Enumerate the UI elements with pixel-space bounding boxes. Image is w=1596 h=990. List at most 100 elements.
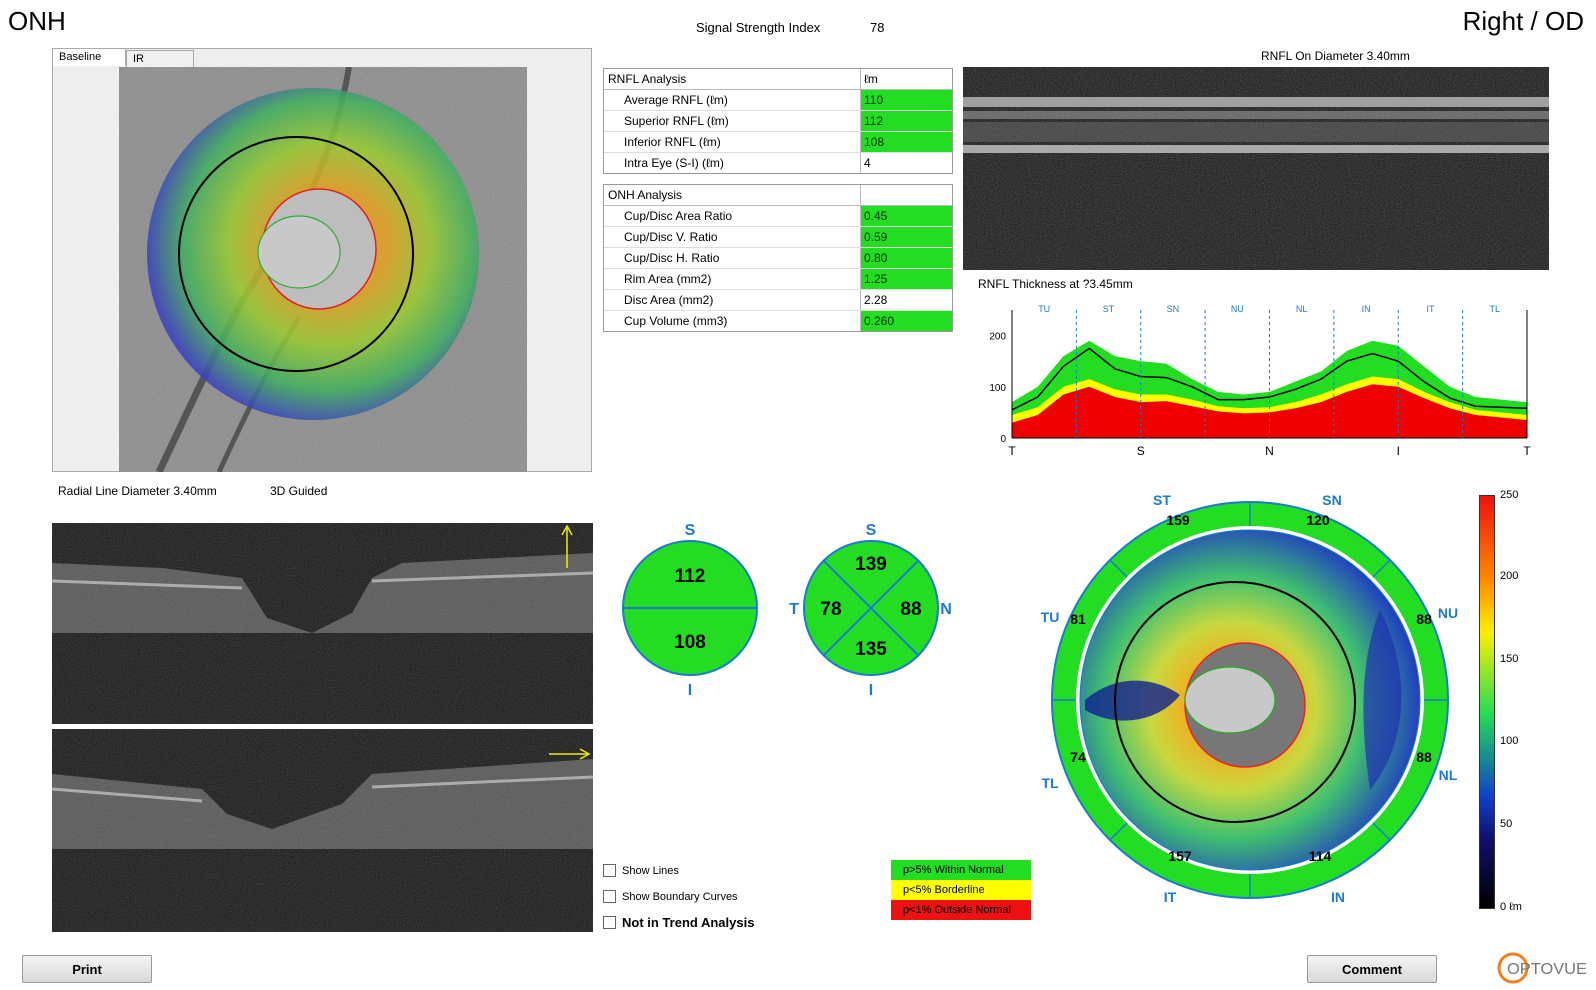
show-lines-checkbox[interactable]: Show Lines [603,864,679,877]
row-label: Intra Eye (S-I) (ℓm) [624,156,724,170]
thickness-color-scale [1479,495,1495,909]
quad-label-s: S [866,522,877,539]
sector-label-tl: TL [1041,775,1059,791]
table-row: Cup/Disc Area Ratio 0.45 [604,206,952,227]
sector-label-it: IT [1164,889,1177,905]
row-label: Cup/Disc Area Ratio [624,209,733,223]
row-label: Disc Area (mm2) [624,293,714,307]
x-tick-label: N [1265,444,1274,458]
sector-label-nu: NU [1438,605,1458,621]
x-tick-label: T [1008,444,1016,458]
row-value: 112 [860,111,952,131]
checkbox-label: Show Boundary Curves [622,890,738,903]
inferior-value: 108 [674,632,706,653]
series-line [1011,347,1528,411]
polar-thickness-map: 159 120 88 88 114 157 74 81 [1051,501,1449,899]
row-value: 0.59 [860,227,952,247]
row-value: 108 [860,132,952,152]
rnfl-table-unit: ℓm [860,69,952,89]
checkbox-label: Show Lines [622,864,679,877]
scale-tick-250: 250 [1500,489,1519,501]
show-boundary-checkbox[interactable]: Show Boundary Curves [603,890,738,903]
sector-label-in: IN [1331,889,1345,905]
sector-label: SN [1167,304,1180,314]
sector-label-tu: TU [1041,609,1060,625]
x-tick-label: I [1397,444,1400,458]
sector-value-in: 114 [1309,848,1332,864]
table-row: Intra Eye (S-I) (ℓm) 4 [604,153,952,173]
sector-label-st: ST [1153,492,1171,508]
horizontal-bscan [52,729,593,932]
optovue-logo: OPTOVUE [1497,950,1589,984]
sector-value-it: 157 [1168,848,1192,864]
hemisphere-diagram: S 112 108 I [622,522,758,698]
sector-value-nu: 88 [1416,611,1432,627]
rnfl-oct-scan [963,67,1549,270]
quadrant-diagram: S 139 135 78 88 T N I [789,522,952,698]
rnfl-scan-title: RNFL On Diameter 3.40mm [1261,49,1410,63]
row-value: 2.28 [860,290,952,310]
print-button[interactable]: Print [22,955,152,983]
quad-inferior-value: 135 [855,639,887,660]
guided-caption: 3D Guided [270,484,328,498]
not-in-trend-checkbox[interactable]: Not in Trend Analysis [603,915,754,930]
y-tick-label: 100 [989,383,1006,394]
legend-outside-normal: p<1% Outside Normal [891,900,1031,920]
row-value: 0.45 [860,206,952,226]
tab-ir[interactable]: IR [126,50,194,68]
sector-label-nl: NL [1439,767,1458,783]
comment-button[interactable]: Comment [1307,955,1437,983]
sector-label-sn: SN [1322,492,1341,508]
row-label: Superior RNFL (ℓm) [624,114,729,128]
eye-label: Right / OD [1462,6,1584,36]
brand-text: OPTOVUE [1507,961,1587,978]
x-tick-label: T [1523,444,1531,458]
row-value: 4 [860,153,952,173]
table-row: Cup/Disc H. Ratio 0.80 [604,248,952,269]
radial-line-caption: Radial Line Diameter 3.40mm [58,484,217,498]
table-row: Rim Area (mm2) 1.25 [604,269,952,290]
row-value: 0.260 [860,311,952,331]
tab-baseline[interactable]: Baseline [52,48,126,66]
rnfl-table-header: RNFL Analysis [608,72,687,86]
checkbox-box[interactable] [603,864,616,877]
checkbox-box[interactable] [603,890,616,903]
onh-table-unit [860,185,952,205]
row-value: 1.25 [860,269,952,289]
hemi-label-s: S [685,522,696,539]
sector-value-tu: 81 [1070,611,1086,627]
row-label: Inferior RNFL (ℓm) [624,135,721,149]
row-label: Cup/Disc H. Ratio [624,251,720,265]
y-tick-label: 200 [989,332,1006,343]
row-label: Cup/Disc V. Ratio [624,230,718,244]
sector-label: TL [1490,304,1501,314]
legend-borderline: p<5% Borderline [891,880,1031,900]
onh-analysis-table: ONH Analysis Cup/Disc Area Ratio 0.45 Cup… [603,184,953,332]
quad-label-i: I [869,682,873,698]
table-row: Cup Volume (mm3) 0.260 [604,311,952,331]
chart-title: RNFL Thickness at ?3.45mm [978,277,1133,291]
table-row: Average RNFL (ℓm) 110 [604,90,952,111]
table-row: Disc Area (mm2) 2.28 [604,290,952,311]
polar-sector-labels: ST SN NU NL IN IT TL TU [1041,492,1458,905]
page-title: ONH [8,6,66,36]
scale-tick-150: 150 [1500,653,1519,665]
row-value: 110 [860,90,952,110]
fundus-thickness-map [119,67,527,472]
sector-value-nl: 88 [1416,749,1432,765]
sector-label: IN [1362,304,1371,314]
table-row: Cup/Disc V. Ratio 0.59 [604,227,952,248]
sector-value-tl: 74 [1070,749,1086,765]
superior-value: 112 [675,566,706,587]
sector-label: NL [1296,304,1308,314]
quad-label-t: T [789,601,799,618]
sector-value-st: 159 [1166,512,1190,528]
sector-label: IT [1426,304,1435,314]
row-label: Rim Area (mm2) [624,272,712,286]
signal-strength-label: Signal Strength Index [696,20,821,35]
checkbox-box[interactable] [603,916,616,929]
row-label: Cup Volume (mm3) [624,314,728,328]
legend-within-normal: p>5% Within Normal [891,860,1031,880]
quad-temporal-value: 78 [820,599,841,620]
